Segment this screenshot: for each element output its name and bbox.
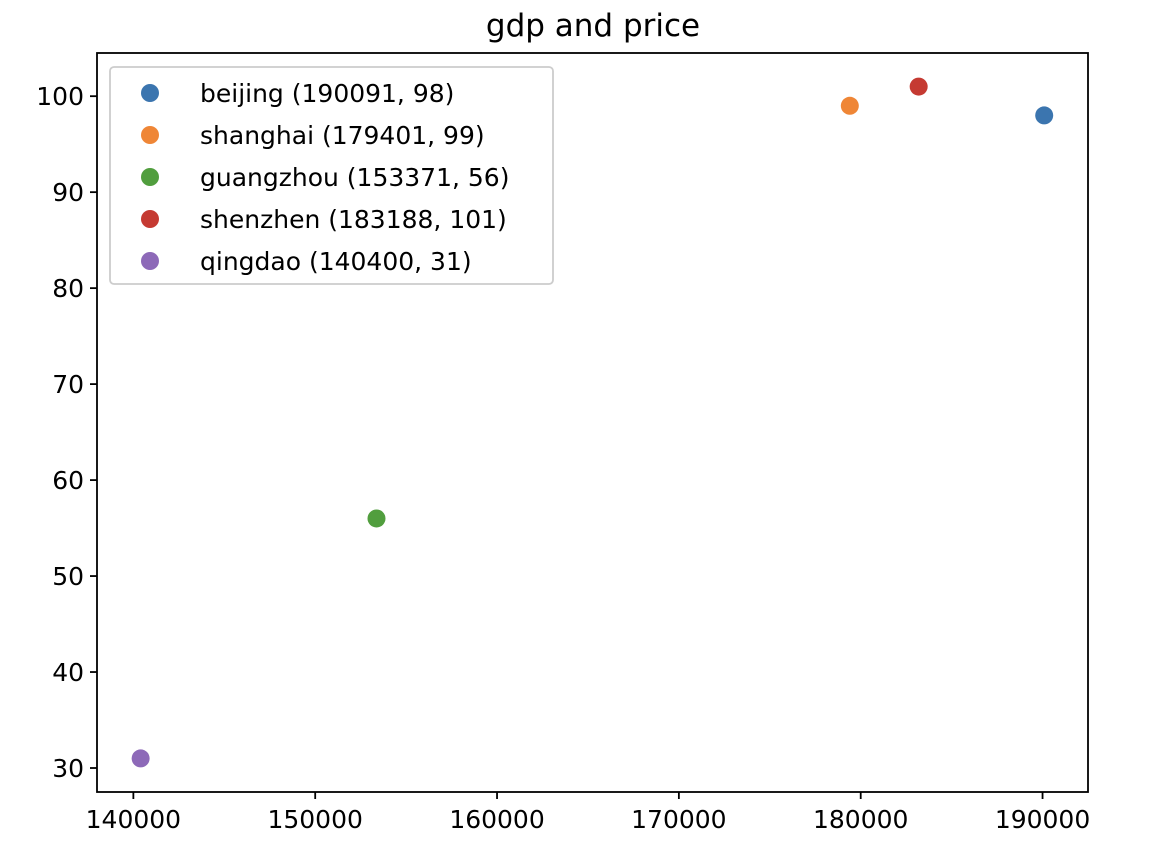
legend-label: shenzhen (183188, 101) [200,205,507,234]
data-point [909,77,928,96]
y-tick-label: 30 [52,754,84,783]
ticks-layer: 140000 150000 160000 170000 180000 190000 30 40… [36,82,1090,834]
y-tick-label: 40 [52,658,84,687]
y-tick-label: 100 [36,82,84,111]
y-tick-label: 60 [52,466,84,495]
y-tick-label: 70 [52,370,84,399]
x-tick-label: 180000 [813,805,908,834]
chart-title: gdp and price [486,8,700,44]
data-point [840,96,859,115]
axes-frame [96,52,1089,793]
legend-label: shanghai (179401, 99) [200,121,485,150]
points-layer [131,77,1054,768]
data-point [131,749,150,768]
legend-label: qingdao (140400, 31) [200,247,472,276]
legend-marker [141,168,159,186]
legend-marker [141,252,159,270]
data-point [1035,106,1054,125]
legend: beijing (190091, 98) shanghai (179401, 99… [109,66,554,285]
x-tick-label: 140000 [86,805,181,834]
legend-frame [109,66,554,285]
y-tick-label: 90 [52,178,84,207]
x-tick-label: 170000 [631,805,726,834]
legend-marker [141,126,159,144]
legend-marker [141,84,159,102]
x-tick-label: 150000 [267,805,362,834]
x-tick-label: 190000 [995,805,1090,834]
data-point [367,509,386,528]
y-tick-label: 80 [52,274,84,303]
legend-marker [141,210,159,228]
y-tick-label: 50 [52,562,84,591]
legend-label: guangzhou (153371, 56) [200,163,509,192]
legend-label: beijing (190091, 98) [200,79,454,108]
x-tick-label: 160000 [449,805,544,834]
